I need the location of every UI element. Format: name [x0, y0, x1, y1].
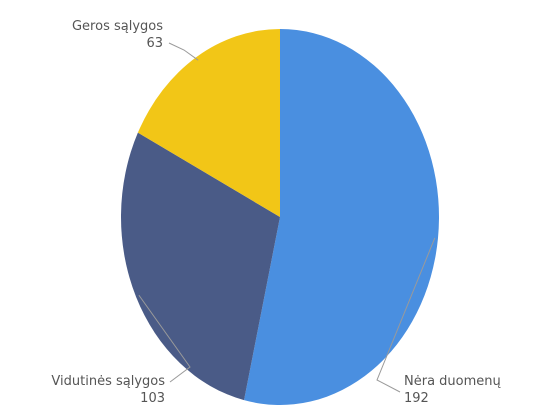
- pie-slice-1: [120, 132, 280, 401]
- leader-line-2: [168, 42, 199, 61]
- slice-label-value-2: 63: [146, 36, 163, 51]
- leader-line-1: [138, 294, 191, 383]
- pie-slice-0: [244, 29, 440, 405]
- leader-line-0: [376, 237, 436, 393]
- slice-label-name-2: Geros sąlygos: [72, 19, 163, 34]
- pie-slice-2: [137, 29, 280, 217]
- slice-label-name-0: Nėra duomenų: [404, 374, 501, 389]
- slice-label-value-1: 103: [140, 391, 165, 406]
- slice-label-name-1: Vidutinės sąlygos: [51, 374, 165, 389]
- slice-label-value-0: 192: [404, 391, 429, 406]
